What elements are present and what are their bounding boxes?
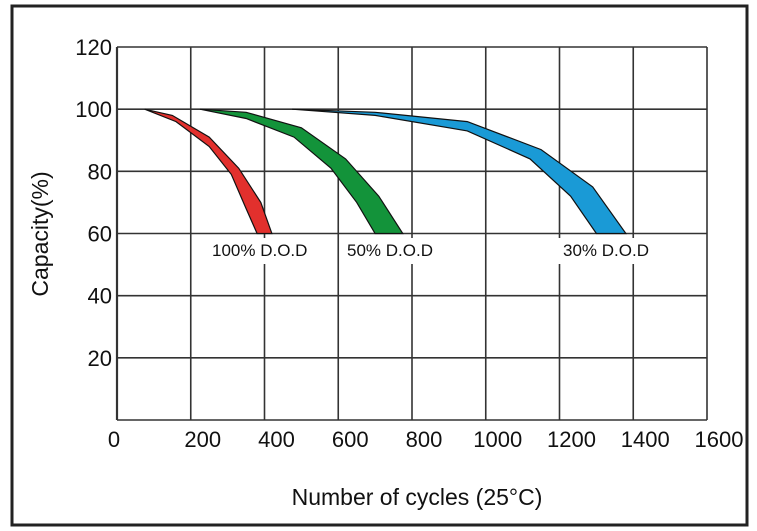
y-tick-label: 20 [88, 346, 112, 371]
y-tick-label: 120 [75, 35, 112, 60]
x-tick-label: 0 [108, 427, 120, 452]
series-label: 30% D.O.D [563, 241, 649, 260]
y-axis-title: Capacity(%) [27, 171, 53, 296]
tick-labels: 0 200 400 600 800 1000 1200 1400 1600 20 40 60 80 100… [75, 35, 743, 452]
series-label-bg [557, 238, 683, 264]
x-tick-label: 1400 [621, 427, 670, 452]
x-tick-label: 1200 [547, 427, 596, 452]
series-band [144, 108, 273, 235]
x-tick-label: 1000 [473, 427, 522, 452]
x-tick-label: 200 [184, 427, 221, 452]
series-labels: 100% D.O.D 50% D.O.D 30% D.O.D [206, 238, 683, 264]
y-tick-label: 80 [88, 159, 112, 184]
series-label-bg [341, 238, 467, 264]
y-tick-label: 100 [75, 97, 112, 122]
series-band [292, 108, 628, 235]
x-tick-label: 800 [406, 427, 443, 452]
y-tick-label: 40 [88, 284, 112, 309]
series-label: 100% D.O.D [212, 241, 307, 260]
series-label: 50% D.O.D [347, 241, 433, 260]
chart-frame [10, 4, 749, 527]
series-band [199, 108, 404, 235]
series-label-bg [206, 238, 332, 264]
y-tick-label: 60 [88, 222, 112, 247]
x-tick-label: 600 [332, 427, 369, 452]
series-bands [144, 108, 628, 235]
x-tick-label: 400 [258, 427, 295, 452]
x-axis-title: Number of cycles (25°C) [292, 484, 543, 510]
grid [115, 46, 708, 421]
x-tick-label: 1600 [695, 427, 744, 452]
